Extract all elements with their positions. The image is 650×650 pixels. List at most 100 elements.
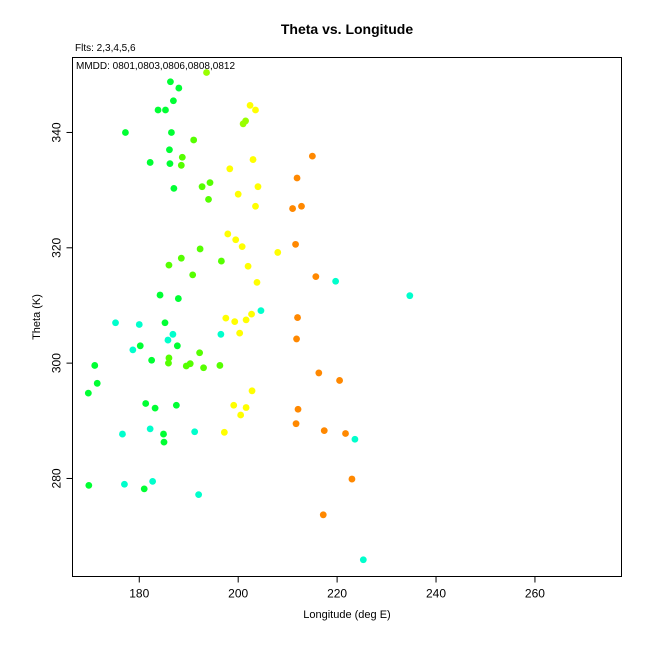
data-point: [178, 153, 186, 161]
data-point: [248, 310, 255, 318]
data-point: [172, 401, 180, 409]
data-point: [122, 129, 129, 136]
data-point: [217, 330, 225, 338]
y-axis-label: Theta (K): [31, 294, 43, 340]
data-point: [161, 319, 169, 327]
x-tick-label: 240: [426, 587, 446, 601]
x-axis: 180 200 220 240 260: [129, 576, 545, 601]
data-point: [348, 475, 356, 483]
data-point: [242, 117, 250, 125]
data-points: [84, 69, 414, 564]
data-point: [289, 205, 296, 212]
data-point: [222, 314, 230, 322]
data-point: [84, 389, 92, 397]
y-tick-label: 300: [50, 353, 64, 373]
data-point: [351, 435, 359, 443]
data-point: [119, 430, 126, 438]
data-point: [165, 354, 173, 362]
data-point: [293, 335, 300, 343]
data-point: [249, 156, 257, 163]
data-point: [91, 362, 99, 369]
data-point: [129, 346, 137, 354]
data-point: [164, 336, 172, 344]
data-point: [136, 342, 144, 350]
data-point: [169, 97, 177, 105]
data-point: [121, 480, 128, 488]
data-point: [234, 190, 242, 198]
data-point: [177, 254, 185, 262]
data-point: [170, 185, 178, 192]
data-point: [195, 491, 203, 499]
data-point: [244, 262, 252, 270]
data-point: [173, 342, 181, 350]
data-point: [198, 183, 206, 191]
x-tick-label: 220: [327, 587, 347, 601]
data-point: [166, 160, 174, 168]
flights-label: Flts: 2,3,4,5,6: [75, 43, 136, 54]
y-axis: 280 300 320 340: [50, 122, 73, 488]
data-point: [252, 106, 259, 114]
data-point: [294, 314, 301, 321]
data-point: [160, 430, 167, 438]
data-point: [162, 106, 169, 114]
y-tick-label: 280: [50, 468, 64, 488]
data-point: [320, 427, 328, 435]
data-point: [336, 377, 343, 384]
data-point: [224, 230, 232, 238]
x-axis-label: Longitude (deg E): [303, 609, 390, 621]
data-point: [242, 404, 250, 411]
data-point: [292, 240, 299, 248]
data-point: [206, 179, 214, 187]
data-point: [148, 356, 156, 364]
data-point: [359, 556, 367, 564]
data-point: [160, 438, 168, 446]
data-point: [274, 249, 282, 256]
data-point: [169, 330, 177, 338]
data-point: [237, 411, 245, 419]
data-point: [342, 430, 349, 437]
data-point: [196, 245, 204, 253]
data-point: [200, 364, 207, 372]
data-point: [146, 159, 154, 166]
data-point: [308, 152, 316, 160]
data-point: [165, 261, 173, 269]
data-point: [166, 146, 173, 154]
data-point: [203, 69, 210, 76]
data-point: [167, 78, 174, 86]
data-point: [242, 316, 250, 324]
data-point: [298, 202, 305, 210]
data-point: [85, 481, 93, 489]
dates-label: MMDD: 0801,0803,0806,0808,0812: [76, 61, 235, 72]
data-point: [175, 84, 183, 92]
data-point: [165, 359, 172, 367]
data-point: [189, 271, 197, 279]
data-point: [406, 292, 414, 300]
data-point: [186, 360, 194, 368]
data-point: [293, 174, 301, 182]
data-point: [146, 425, 154, 433]
data-point: [140, 485, 148, 493]
data-point: [226, 165, 234, 173]
data-point: [312, 273, 320, 281]
data-point: [196, 349, 204, 357]
data-point: [252, 202, 259, 210]
data-point: [230, 401, 238, 409]
data-point: [253, 279, 261, 286]
plot-area-frame: [72, 57, 622, 577]
data-point: [319, 511, 327, 519]
chart-title: Theta vs. Longitude: [281, 21, 413, 37]
data-point: [236, 329, 244, 337]
data-point: [220, 428, 228, 436]
data-point: [257, 307, 265, 315]
data-point: [332, 277, 340, 285]
x-tick-label: 180: [129, 587, 149, 601]
data-point: [191, 428, 199, 436]
data-point: [156, 291, 164, 299]
y-tick-label: 320: [50, 237, 64, 257]
data-point: [142, 400, 150, 407]
data-point: [177, 161, 185, 169]
data-point: [205, 195, 212, 203]
data-point: [154, 106, 162, 114]
data-point: [216, 362, 224, 369]
